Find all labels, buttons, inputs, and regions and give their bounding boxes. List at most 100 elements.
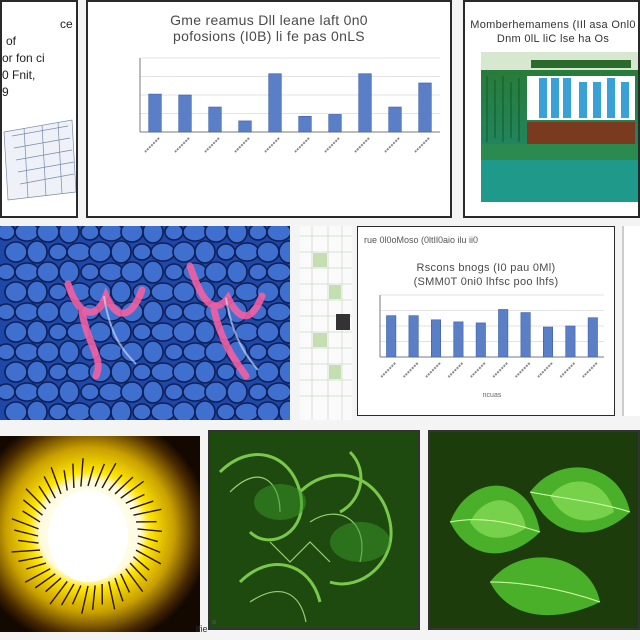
sun-ray (137, 535, 158, 543)
cell (120, 226, 144, 243)
green-organic-illustration (210, 432, 418, 628)
x-tick-label (294, 137, 310, 153)
cell (256, 241, 280, 263)
doc-line: or fon ci (2, 51, 45, 65)
cell (36, 226, 60, 243)
doc-text-block: ce of or fon ci 0 Fnit, 9 (2, 16, 76, 101)
cell (0, 226, 16, 241)
bar-chart-middle: ncuas (379, 294, 604, 399)
x-tick-label (559, 362, 576, 378)
cell (216, 403, 236, 420)
bar (475, 322, 486, 358)
sun-ray (49, 581, 68, 605)
sun-image (0, 436, 200, 632)
sun-ray (114, 476, 134, 495)
cell (142, 260, 164, 284)
sun-ray (80, 458, 84, 487)
sun-ray (108, 581, 116, 610)
cell (132, 323, 152, 341)
image-panel-title-line: Dnm 0lL liC lse ha Os (496, 33, 610, 45)
sun-ray (120, 573, 131, 593)
sun-ray (18, 539, 39, 544)
chart-title-line: Gme reamus Dll leane laft 0n0 (170, 12, 368, 28)
bottom-caption-left: ifie (196, 624, 208, 634)
spreadsheet-strip (300, 226, 352, 420)
x-axis-label: ncuas (483, 392, 502, 399)
cell (248, 226, 268, 241)
cell (4, 241, 28, 263)
doc-line: of (6, 34, 17, 48)
cell (266, 302, 290, 322)
chart-panel-middle-right: rue 0l0oMoso (0ltIl0aio ilu ii0 Rscons b… (357, 226, 615, 416)
sun-ray (43, 476, 56, 499)
cell-tissue-image (0, 226, 290, 420)
cell (26, 280, 48, 304)
bar (453, 321, 464, 358)
green-leaf-illustration (430, 432, 638, 628)
cell (58, 260, 80, 284)
cell (164, 343, 184, 361)
sun-ray (60, 583, 75, 606)
cell (88, 241, 112, 263)
sun-ray (87, 466, 95, 487)
cell (172, 281, 196, 303)
green-ui-thumbnail (481, 52, 638, 202)
sun-ray (135, 549, 162, 565)
cell (110, 360, 132, 384)
cell (80, 383, 100, 401)
x-tick-label (514, 362, 531, 378)
bar (268, 73, 282, 133)
bar (587, 317, 598, 358)
chart-title: Gme reamus Dll leane laft 0n0 pofosions … (88, 12, 450, 44)
cell (204, 226, 228, 243)
cell (4, 361, 28, 383)
doc-line: ce (60, 17, 73, 31)
doc-line: 0 Fnit, (2, 68, 36, 82)
sun-ray (94, 463, 105, 487)
bar (178, 94, 192, 133)
bar (148, 93, 162, 133)
cell (66, 362, 92, 382)
cell (98, 226, 124, 242)
chart-header-text: rue 0l0oMoso (0ltIl0aio ilu ii0 (364, 235, 479, 245)
cell (182, 302, 208, 322)
x-tick-label (447, 362, 464, 378)
sun-ray (22, 510, 41, 523)
bar (386, 315, 397, 358)
sun-ray (114, 577, 124, 602)
chart-title: Rscons bnogs (I0 pau 0Ml) (SMM0T 0ni0 lh… (358, 261, 614, 289)
x-tick-label (402, 362, 419, 378)
cell (4, 281, 28, 303)
cell (14, 262, 40, 282)
cell (266, 226, 290, 242)
cell (36, 341, 60, 363)
image-panel-title: Momberhemamens (IIl asa Onl0 Dnm 0lL liC… (469, 18, 637, 46)
cell (142, 380, 164, 404)
cell (132, 243, 152, 261)
sun-rays (11, 458, 162, 614)
sun-ray (91, 585, 96, 610)
cell (182, 226, 208, 242)
sun-ray (34, 573, 56, 589)
cell (98, 382, 124, 402)
sun-ray (26, 562, 47, 570)
sun-ray (125, 568, 144, 593)
doc-sketch (3, 119, 76, 201)
sun-ray (50, 466, 62, 495)
x-tick-label (582, 362, 598, 378)
cell (248, 343, 268, 361)
cell (26, 240, 48, 264)
cell (110, 240, 132, 264)
cell (142, 226, 164, 244)
cell (80, 263, 100, 281)
sun-ray (125, 493, 145, 504)
sun-ray (18, 556, 43, 562)
cell (36, 381, 60, 403)
sun-ray (45, 577, 62, 593)
cell (48, 283, 68, 301)
bar (430, 319, 442, 358)
cell (150, 282, 176, 302)
image-caption: a (212, 619, 216, 626)
bar (328, 114, 342, 133)
cell (164, 263, 184, 281)
